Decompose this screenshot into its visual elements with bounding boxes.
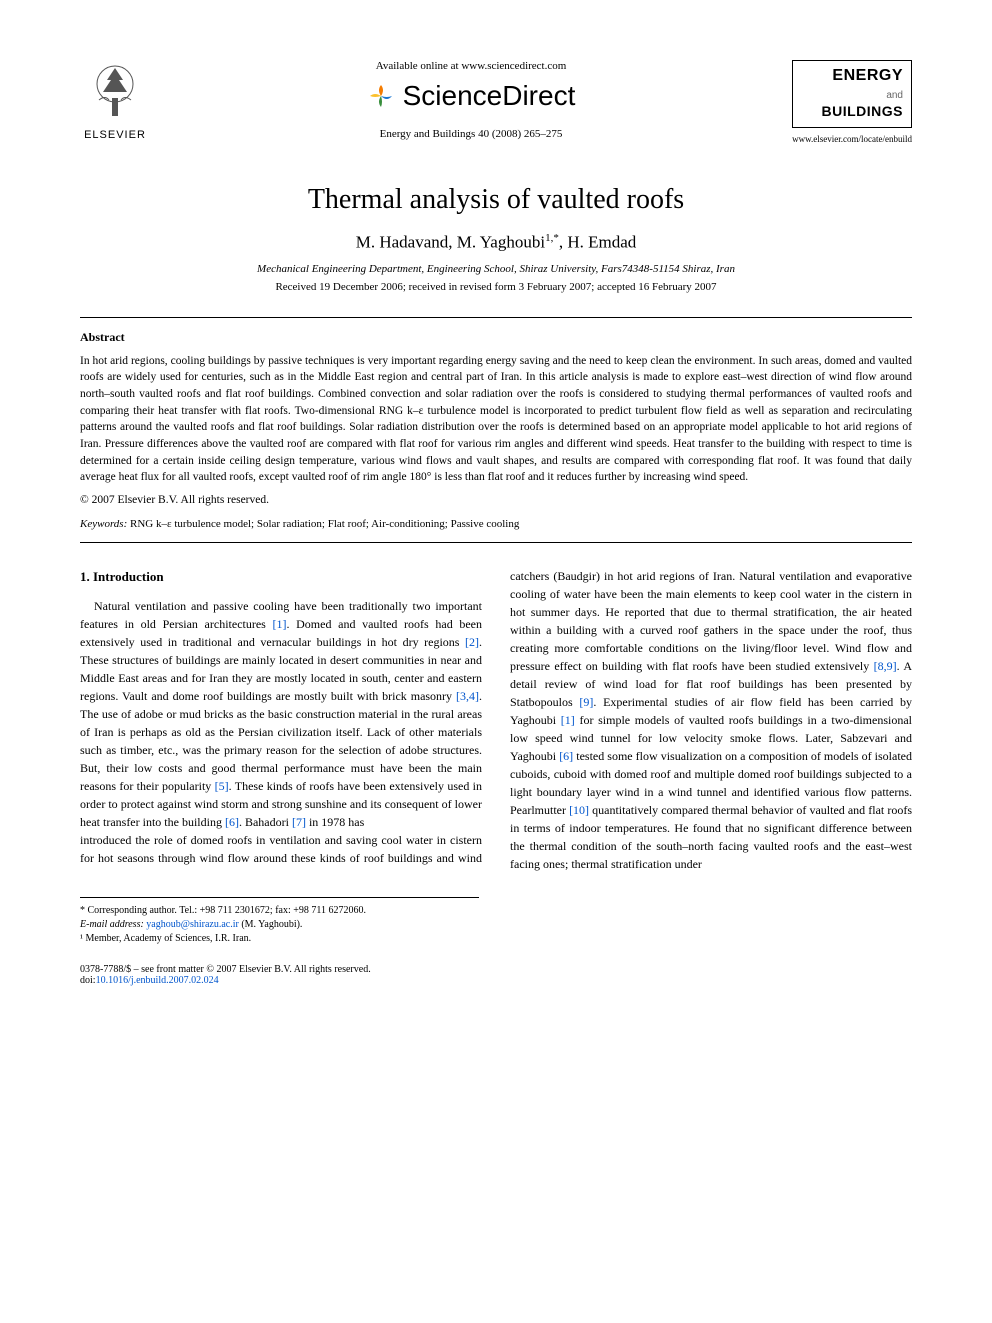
journal-logo-and: and xyxy=(886,90,903,101)
article-body: 1. Introduction Natural ventilation and … xyxy=(80,567,912,873)
journal-logo-line2: BUILDINGS xyxy=(822,103,904,119)
author-names-tail: , H. Emdad xyxy=(559,233,636,252)
elsevier-label: ELSEVIER xyxy=(80,129,150,141)
ref-link[interactable]: [7] xyxy=(292,815,306,829)
article-title: Thermal analysis of vaulted roofs xyxy=(80,184,912,216)
journal-logo-box: ENERGY and BUILDINGS www.elsevier.com/lo… xyxy=(792,60,912,144)
doi-row: doi:10.1016/j.enbuild.2007.02.024 xyxy=(80,975,371,986)
rule-bottom xyxy=(80,542,912,543)
ref-link[interactable]: [1] xyxy=(561,713,575,727)
available-online-text: Available online at www.sciencedirect.co… xyxy=(170,60,772,72)
footnote-1: ¹ Member, Academy of Sciences, I.R. Iran… xyxy=(80,932,479,946)
sciencedirect-brand: ScienceDirect xyxy=(170,80,772,112)
doi-label: doi: xyxy=(80,975,96,986)
ref-link[interactable]: [1] xyxy=(273,617,287,631)
journal-logo: ENERGY and BUILDINGS xyxy=(792,60,912,128)
keywords-label: Keywords: xyxy=(80,518,127,530)
intro-heading: 1. Introduction xyxy=(80,567,482,587)
ref-link[interactable]: [6] xyxy=(559,749,573,763)
sciencedirect-text: ScienceDirect xyxy=(403,80,576,112)
article-dates: Received 19 December 2006; received in r… xyxy=(80,281,912,293)
elsevier-tree-icon xyxy=(85,60,145,120)
corresponding-author: * Corresponding author. Tel.: +98 711 23… xyxy=(80,904,479,918)
ref-link[interactable]: [10] xyxy=(569,803,589,817)
email-label: E-mail address: xyxy=(80,919,144,930)
page-header: ELSEVIER Available online at www.science… xyxy=(80,60,912,144)
authors: M. Hadavand, M. Yaghoubi1,*, H. Emdad xyxy=(80,232,912,253)
abstract-heading: Abstract xyxy=(80,330,912,345)
journal-url: www.elsevier.com/locate/enbuild xyxy=(792,134,912,144)
ref-link[interactable]: [9] xyxy=(579,695,593,709)
footnotes: * Corresponding author. Tel.: +98 711 23… xyxy=(80,897,479,946)
author-names-lead: M. Hadavand, M. Yaghoubi xyxy=(356,233,545,252)
abstract-text: In hot arid regions, cooling buildings b… xyxy=(80,353,912,486)
journal-logo-line1: ENERGY xyxy=(801,67,903,85)
abstract-body: In hot arid regions, cooling buildings b… xyxy=(80,355,912,484)
center-header: Available online at www.sciencedirect.co… xyxy=(150,60,792,140)
ref-link[interactable]: [6] xyxy=(225,815,239,829)
affiliation: Mechanical Engineering Department, Engin… xyxy=(80,263,912,275)
author-sup: 1,* xyxy=(545,232,559,244)
keywords-list: RNG k–ε turbulence model; Solar radiatio… xyxy=(130,518,519,530)
ref-link[interactable]: [2] xyxy=(465,635,479,649)
sciencedirect-icon xyxy=(367,82,395,110)
elsevier-logo: ELSEVIER xyxy=(80,60,150,141)
email-row: E-mail address: yaghoub@shirazu.ac.ir (M… xyxy=(80,918,479,932)
doi-link[interactable]: 10.1016/j.enbuild.2007.02.024 xyxy=(96,975,219,986)
ref-link[interactable]: [3,4] xyxy=(456,689,479,703)
journal-reference: Energy and Buildings 40 (2008) 265–275 xyxy=(170,128,772,140)
email-link[interactable]: yaghoub@shirazu.ac.ir xyxy=(146,919,239,930)
ref-link[interactable]: [5] xyxy=(215,779,229,793)
rule-top xyxy=(80,317,912,318)
abstract-copyright: © 2007 Elsevier B.V. All rights reserved… xyxy=(80,494,912,506)
email-tail: (M. Yaghoubi). xyxy=(239,919,303,930)
ref-link[interactable]: [8,9] xyxy=(874,659,897,673)
keywords: Keywords: RNG k–ε turbulence model; Sola… xyxy=(80,518,912,530)
footer-left: 0378-7788/$ – see front matter © 2007 El… xyxy=(80,964,371,986)
page-footer: 0378-7788/$ – see front matter © 2007 El… xyxy=(80,964,912,986)
front-matter: 0378-7788/$ – see front matter © 2007 El… xyxy=(80,964,371,975)
intro-col1: Natural ventilation and passive cooling … xyxy=(80,597,482,831)
